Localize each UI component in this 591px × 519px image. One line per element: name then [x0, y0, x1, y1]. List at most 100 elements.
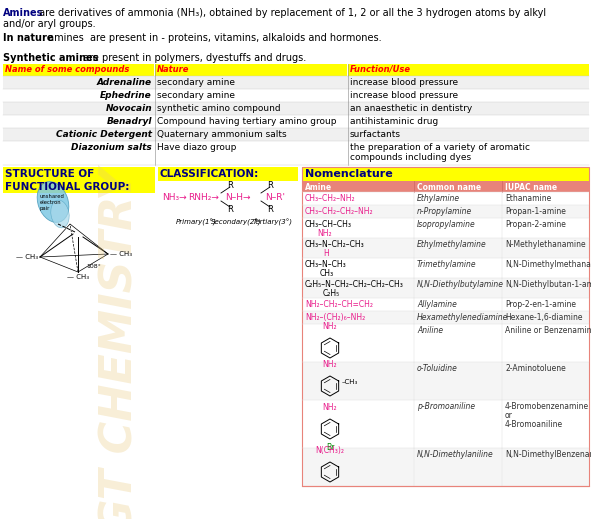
Text: Ethylamine: Ethylamine	[417, 194, 460, 203]
Text: Quaternary ammonium salts: Quaternary ammonium salts	[157, 130, 287, 139]
Text: Ethylmethylamine: Ethylmethylamine	[417, 240, 487, 249]
FancyBboxPatch shape	[302, 324, 589, 362]
Text: –CH₃: –CH₃	[342, 379, 358, 385]
Text: C₂H₅: C₂H₅	[323, 289, 340, 298]
Text: DGT CHEMISTRY: DGT CHEMISTRY	[99, 168, 141, 519]
FancyBboxPatch shape	[302, 400, 589, 448]
Text: Amine: Amine	[305, 183, 332, 192]
FancyBboxPatch shape	[3, 128, 589, 141]
Text: CH₃–CH–CH₃: CH₃–CH–CH₃	[305, 220, 352, 229]
Text: — CH₃: — CH₃	[16, 254, 38, 260]
Text: CH₃–CH₂–CH₂–NH₂: CH₃–CH₂–CH₂–NH₂	[305, 207, 374, 216]
Text: Diazonium salts: Diazonium salts	[72, 143, 152, 152]
Text: Ephedrine: Ephedrine	[100, 91, 152, 100]
FancyBboxPatch shape	[3, 167, 155, 193]
Text: CH₃–N–CH₃: CH₃–N–CH₃	[305, 260, 347, 269]
FancyBboxPatch shape	[3, 115, 589, 128]
FancyBboxPatch shape	[302, 167, 589, 181]
Text: increase blood pressure: increase blood pressure	[350, 78, 458, 87]
FancyBboxPatch shape	[302, 181, 589, 192]
Text: N–H→: N–H→	[225, 193, 251, 201]
Text: are derivatives of ammonia (NH₃), obtained by replacement of 1, 2 or all the 3 h: are derivatives of ammonia (NH₃), obtain…	[36, 8, 546, 18]
FancyBboxPatch shape	[302, 258, 589, 278]
Text: Common name: Common name	[417, 183, 481, 192]
Text: N,N-Dimethylmethanamine: N,N-Dimethylmethanamine	[505, 260, 591, 269]
Text: Ethanamine: Ethanamine	[505, 194, 551, 203]
FancyBboxPatch shape	[158, 167, 298, 181]
Text: — CH₃: — CH₃	[67, 274, 89, 280]
Text: NH₂–CH₂–CH=CH₂: NH₂–CH₂–CH=CH₂	[305, 300, 373, 309]
Text: R: R	[267, 204, 273, 213]
Text: 108°: 108°	[86, 264, 100, 269]
Text: Propan-1-amine: Propan-1-amine	[505, 207, 566, 216]
Text: N,N-Diethylbutan-1-amine: N,N-Diethylbutan-1-amine	[505, 280, 591, 289]
Text: RNH₂→: RNH₂→	[188, 193, 219, 201]
Text: Cationic Detergent: Cationic Detergent	[56, 130, 152, 139]
Text: Allylamine: Allylamine	[417, 300, 457, 309]
FancyBboxPatch shape	[3, 89, 589, 102]
Text: 4-Bromoaniline: 4-Bromoaniline	[505, 420, 563, 429]
Ellipse shape	[51, 200, 69, 228]
Text: secondary amine: secondary amine	[157, 78, 235, 87]
FancyBboxPatch shape	[3, 64, 154, 76]
FancyBboxPatch shape	[302, 362, 589, 400]
Text: p-Bromoaniline: p-Bromoaniline	[417, 402, 475, 411]
FancyBboxPatch shape	[3, 141, 589, 165]
Text: C₂H₅–N–CH₂–CH₂–CH₂–CH₃: C₂H₅–N–CH₂–CH₂–CH₂–CH₃	[305, 280, 404, 289]
Text: the preparation of a variety of aromatic: the preparation of a variety of aromatic	[350, 143, 530, 152]
Text: NH₂: NH₂	[323, 403, 337, 412]
Text: secondary amine: secondary amine	[157, 91, 235, 100]
Text: are present in polymers, dyestuffs and drugs.: are present in polymers, dyestuffs and d…	[80, 53, 306, 63]
Text: Propan-2-amine: Propan-2-amine	[505, 220, 566, 229]
Text: Hexamethylenediamine: Hexamethylenediamine	[417, 313, 508, 322]
Text: antihistaminic drug: antihistaminic drug	[350, 117, 439, 126]
Text: Secondary(2°): Secondary(2°)	[210, 219, 261, 226]
Text: Br: Br	[326, 443, 334, 452]
FancyBboxPatch shape	[302, 298, 589, 311]
Text: Compound having tertiary amino group: Compound having tertiary amino group	[157, 117, 336, 126]
Text: Nature: Nature	[157, 65, 189, 74]
Text: NH₂: NH₂	[323, 322, 337, 331]
Text: n-Propylamine: n-Propylamine	[417, 207, 472, 216]
Text: N–R': N–R'	[265, 193, 285, 201]
Text: compounds including dyes: compounds including dyes	[350, 153, 471, 162]
Text: Function/Use: Function/Use	[350, 65, 411, 74]
Text: NH₂: NH₂	[323, 360, 337, 369]
Text: Benadryl: Benadryl	[106, 117, 152, 126]
FancyBboxPatch shape	[302, 448, 589, 486]
Text: Amines: Amines	[3, 8, 43, 18]
Text: 2-Aminotoluene: 2-Aminotoluene	[505, 364, 566, 373]
Text: N,N-Diethylbutylamine: N,N-Diethylbutylamine	[417, 280, 504, 289]
Text: Have diazo group: Have diazo group	[157, 143, 236, 152]
Text: N,N-DimethylBenzenamine: N,N-DimethylBenzenamine	[505, 450, 591, 459]
Text: CH₃–CH₂–NH₂: CH₃–CH₂–NH₂	[305, 194, 356, 203]
FancyBboxPatch shape	[302, 311, 589, 324]
Text: STRUCTURE OF
FUNCTIONAL GROUP:: STRUCTURE OF FUNCTIONAL GROUP:	[5, 169, 129, 192]
Text: — CH₃: — CH₃	[110, 251, 132, 257]
Text: Isopropylamine: Isopropylamine	[417, 220, 476, 229]
FancyBboxPatch shape	[3, 76, 589, 89]
Text: an anaesthetic in dentistry: an anaesthetic in dentistry	[350, 104, 472, 113]
Text: N(CH₃)₂: N(CH₃)₂	[316, 446, 345, 455]
Ellipse shape	[37, 182, 69, 222]
Text: Primary(1°): Primary(1°)	[176, 219, 216, 226]
Text: 4-Bromobenzenamine: 4-Bromobenzenamine	[505, 402, 589, 411]
Text: or: or	[505, 411, 513, 420]
Text: NH₂–(CH₂)₆–NH₂: NH₂–(CH₂)₆–NH₂	[305, 313, 365, 322]
Text: amines  are present in - proteins, vitamins, alkaloids and hormones.: amines are present in - proteins, vitami…	[45, 33, 382, 43]
Text: and/or aryl groups.: and/or aryl groups.	[3, 19, 96, 29]
FancyBboxPatch shape	[348, 64, 589, 76]
Text: R: R	[227, 181, 233, 189]
Text: Hexane-1,6-diamine: Hexane-1,6-diamine	[505, 313, 583, 322]
Text: R: R	[267, 181, 273, 189]
Text: R: R	[227, 204, 233, 213]
Text: unshared
electron
pair: unshared electron pair	[40, 194, 65, 211]
Text: NH₃→: NH₃→	[162, 193, 187, 201]
FancyBboxPatch shape	[302, 278, 589, 298]
Text: IUPAC name: IUPAC name	[505, 183, 557, 192]
Text: Novocain: Novocain	[105, 104, 152, 113]
Text: Trimethylamine: Trimethylamine	[417, 260, 476, 269]
FancyBboxPatch shape	[302, 205, 589, 218]
Text: increase blood pressure: increase blood pressure	[350, 91, 458, 100]
FancyBboxPatch shape	[302, 238, 589, 258]
